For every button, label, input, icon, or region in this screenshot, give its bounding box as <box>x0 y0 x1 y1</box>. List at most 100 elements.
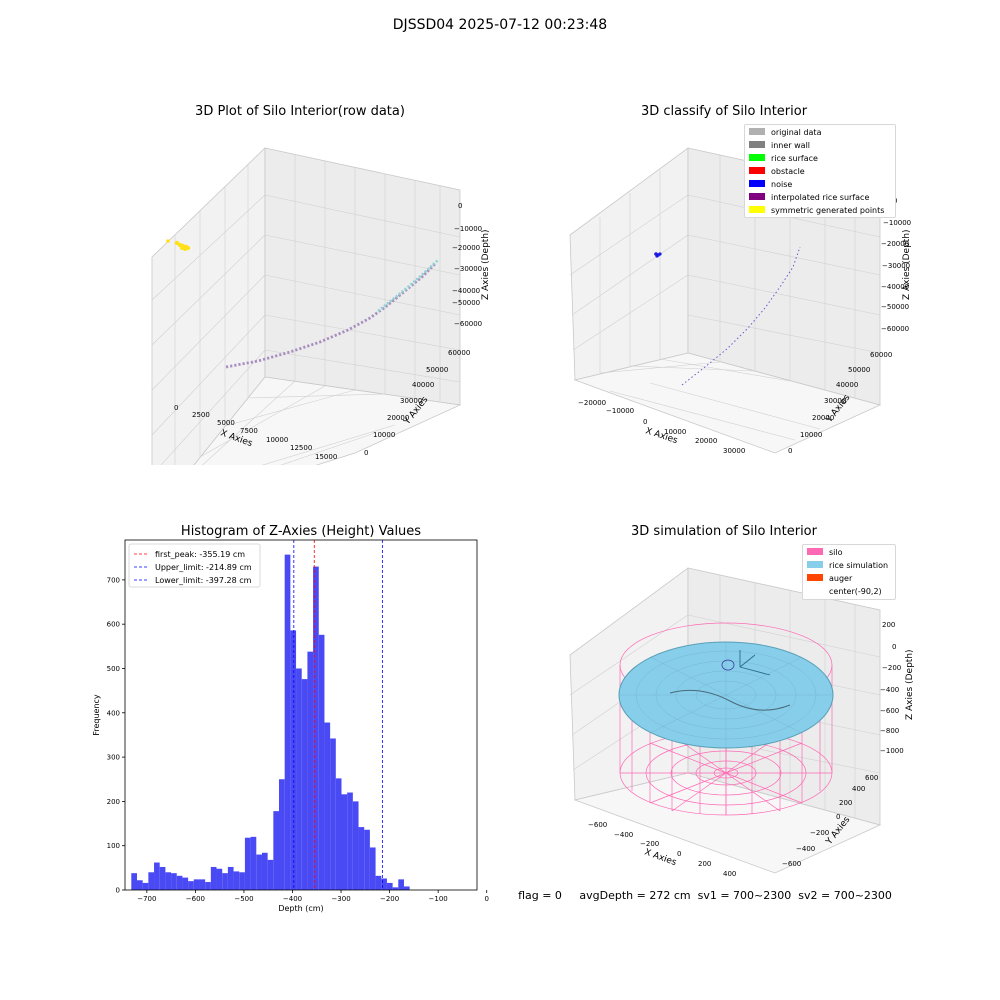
legend-swatch <box>749 193 765 200</box>
histogram-y-tick-label: 700 <box>107 576 120 584</box>
histogram-bar <box>318 634 325 890</box>
legend-swatch <box>807 587 823 594</box>
sim-x-tick: 200 <box>698 860 711 868</box>
raw-z-tick: −20000 <box>452 244 480 252</box>
classify-x-tick: 30000 <box>723 447 745 455</box>
legend-item: rice surface <box>749 152 891 165</box>
classify-plot-title: 3D classify of Silo Interior <box>640 104 808 119</box>
legend-label: rice surface <box>771 154 818 163</box>
legend-swatch <box>807 561 823 568</box>
raw-plot-title: 3D Plot of Silo Interior(row data) <box>195 104 405 119</box>
histogram-x-ticks: −700 −600 −500 −400 −300 −200 −100 0 <box>137 890 489 903</box>
classify-legend-rows: original data inner wall rice surface ob… <box>745 125 895 218</box>
histogram-y-tick-label: 200 <box>107 798 120 806</box>
histogram-bar <box>330 738 336 890</box>
raw-pane-left <box>151 147 462 465</box>
legend-swatch <box>749 128 765 135</box>
histogram-bar <box>261 852 268 890</box>
classify-x-tick: 20000 <box>695 437 717 445</box>
rice-surface-ridge <box>669 689 791 711</box>
legend-swatch <box>749 206 765 213</box>
histogram-bar <box>358 827 365 890</box>
histogram-bar <box>324 722 331 890</box>
classify-z-label: Z Axies (Depth) <box>902 229 912 300</box>
histogram-bar <box>347 792 353 890</box>
simulation-legend: silo rice simulation auger center(-90,2) <box>802 544 896 600</box>
raw-y-tick: 60000 <box>448 349 470 357</box>
sim-z-tick: −800 <box>880 727 899 735</box>
histogram-bar <box>159 866 166 890</box>
histogram-y-ticks: 0 100 200 300 400 500 600 700 <box>107 576 125 895</box>
histogram-bar <box>182 877 189 890</box>
raw-y-tick: 50000 <box>426 366 448 374</box>
histogram-legend-label: first_peak: -355.19 cm <box>155 550 245 559</box>
legend-label: inner wall <box>771 141 811 150</box>
histogram-y-label: Frequency <box>92 694 101 736</box>
histogram-bar <box>176 875 183 890</box>
classify-y-tick: 0 <box>788 447 792 455</box>
raw-y-tick: 20000 <box>387 414 409 422</box>
raw-point-curve-end <box>377 259 439 313</box>
histogram-x-tick-label: −100 <box>429 895 448 903</box>
histogram-bar <box>131 873 137 890</box>
histogram-y-tick-label: 100 <box>107 842 120 850</box>
histogram-bar <box>148 872 155 890</box>
histogram-bar <box>386 882 393 890</box>
histogram-frame <box>124 539 478 891</box>
raw-z-tick: −30000 <box>454 265 482 273</box>
classify-z-tick: −40000 <box>881 283 909 291</box>
simulation-tick-labels: −600 −400 −200 0 200 400 −600 −400 −200 … <box>588 621 904 878</box>
histogram-bar <box>296 668 302 890</box>
raw-x-tick: 15000 <box>315 453 337 461</box>
legend-item: noise <box>749 178 891 191</box>
histogram-y-tick-label: 600 <box>107 621 120 629</box>
histogram-bar <box>335 778 342 890</box>
simulation-plot-title: 3D simulation of Silo Interior <box>631 524 817 539</box>
histogram-x-tick-label: −400 <box>283 895 302 903</box>
histogram-bar <box>392 887 399 890</box>
raw-x-tick: 7500 <box>240 427 258 435</box>
legend-label: silo <box>829 548 843 557</box>
histogram-x-tick-label: −700 <box>137 895 156 903</box>
histogram-bar <box>369 847 376 890</box>
raw-x-tick: 10000 <box>266 436 288 444</box>
raw-x-tick: 12500 <box>290 444 312 452</box>
histogram-bar <box>165 872 172 890</box>
histogram-bar <box>233 871 240 890</box>
histogram-bar <box>188 881 194 890</box>
classify-z-tick: −60000 <box>881 325 909 333</box>
classify-x-tick: −10000 <box>606 407 634 415</box>
histogram-legend-label: Lower_limit: -397.28 cm <box>155 576 252 585</box>
histogram-bar <box>227 866 234 890</box>
raw-tick-labels: 0 2500 5000 7500 10000 12500 15000 0 100… <box>174 202 482 461</box>
classify-z-tick: −20000 <box>881 240 909 248</box>
histogram-bar <box>193 879 200 890</box>
sim-z-tick: −1000 <box>880 747 904 755</box>
legend-item: rice simulation <box>807 559 891 572</box>
legend-swatch <box>807 548 823 555</box>
histogram-legend-label: Upper_limit: -214.89 cm <box>155 563 252 572</box>
histogram-x-label: Depth (cm) <box>278 904 323 913</box>
center-axes <box>739 650 771 676</box>
status-line: flag = 0 avgDepth = 272 cm sv1 = 700~230… <box>518 889 892 902</box>
legend-label: interpolated rice surface <box>771 193 870 202</box>
histogram-bar <box>199 879 206 890</box>
raw-yellow-cluster <box>166 239 191 251</box>
sim-y-tick: 600 <box>865 774 878 782</box>
raw-z-tick: −60000 <box>454 320 482 328</box>
legend-label: obstacle <box>771 167 805 176</box>
histogram-bar <box>205 882 211 890</box>
classify-x-tick: 0 <box>643 418 647 426</box>
histogram-bar <box>142 882 149 890</box>
legend-item: original data <box>749 126 891 139</box>
legend-swatch <box>749 154 765 161</box>
histogram-x-tick-label: −500 <box>234 895 253 903</box>
classify-y-tick: 30000 <box>824 397 846 405</box>
raw-y-tick: 40000 <box>412 381 434 389</box>
sim-x-label: X Axies <box>643 847 678 868</box>
histogram-bar <box>352 801 359 890</box>
raw-x-tick: 5000 <box>217 419 235 427</box>
legend-swatch <box>807 574 823 581</box>
histogram-bar <box>381 878 387 890</box>
classify-tick-labels: −20000 −10000 0 10000 20000 30000 0 1000… <box>578 197 911 455</box>
